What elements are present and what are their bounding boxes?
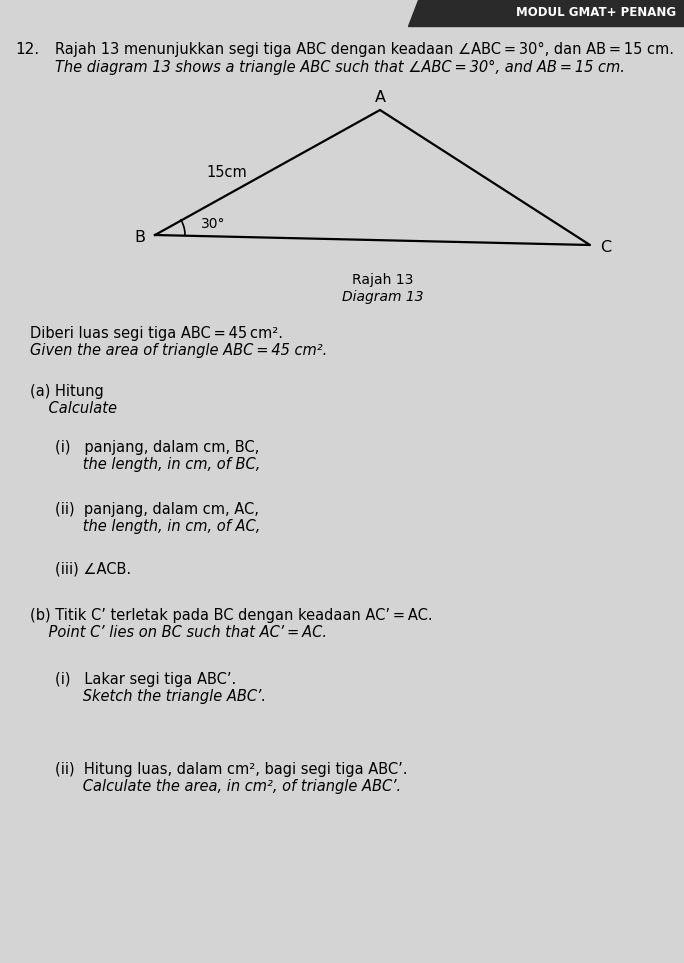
Text: Point C’ lies on BC such that AC’ = AC.: Point C’ lies on BC such that AC’ = AC.: [30, 625, 327, 640]
Text: Given the area of triangle ABC = 45 cm².: Given the area of triangle ABC = 45 cm².: [30, 343, 327, 358]
Text: 30°: 30°: [201, 217, 226, 231]
Text: 15cm: 15cm: [207, 165, 248, 180]
Text: Diagram 13: Diagram 13: [342, 290, 423, 304]
Text: the length, in cm, of BC,: the length, in cm, of BC,: [55, 457, 261, 472]
Text: Rajah 13: Rajah 13: [352, 273, 413, 287]
Text: A: A: [375, 90, 386, 105]
Text: (iii) ∠ACB.: (iii) ∠ACB.: [55, 562, 131, 577]
Text: Diberi luas segi tiga ABC = 45 cm².: Diberi luas segi tiga ABC = 45 cm².: [30, 326, 283, 341]
Text: The diagram 13 shows a triangle ABC such that ∠ABC = 30°, and AB = 15 cm.: The diagram 13 shows a triangle ABC such…: [55, 60, 625, 75]
Text: Calculate the area, in cm², of triangle ABC’.: Calculate the area, in cm², of triangle …: [55, 779, 401, 794]
Polygon shape: [408, 0, 684, 26]
Text: (ii)  Hitung luas, dalam cm², bagi segi tiga ABC’.: (ii) Hitung luas, dalam cm², bagi segi t…: [55, 762, 408, 777]
Text: Sketch the triangle ABC’.: Sketch the triangle ABC’.: [55, 689, 266, 704]
Text: C: C: [600, 240, 611, 254]
Text: (b) Titik C’ terletak pada BC dengan keadaan AC’ = AC.: (b) Titik C’ terletak pada BC dengan kea…: [30, 608, 432, 623]
Text: Rajah 13 menunjukkan segi tiga ABC dengan keadaan ∠ABC = 30°, dan AB = 15 cm.: Rajah 13 menunjukkan segi tiga ABC denga…: [55, 42, 674, 57]
Text: the length, in cm, of AC,: the length, in cm, of AC,: [55, 519, 261, 534]
Text: MODUL GMAT+ PENANG: MODUL GMAT+ PENANG: [516, 7, 676, 19]
Text: (a) Hitung: (a) Hitung: [30, 384, 104, 399]
Text: (i)   Lakar segi tiga ABC’.: (i) Lakar segi tiga ABC’.: [55, 672, 236, 687]
Text: (ii)  panjang, dalam cm, AC,: (ii) panjang, dalam cm, AC,: [55, 502, 259, 517]
Text: Calculate: Calculate: [30, 401, 117, 416]
Text: B: B: [134, 229, 145, 245]
Text: 12.: 12.: [15, 42, 39, 57]
Text: (i)   panjang, dalam cm, BC,: (i) panjang, dalam cm, BC,: [55, 440, 259, 455]
